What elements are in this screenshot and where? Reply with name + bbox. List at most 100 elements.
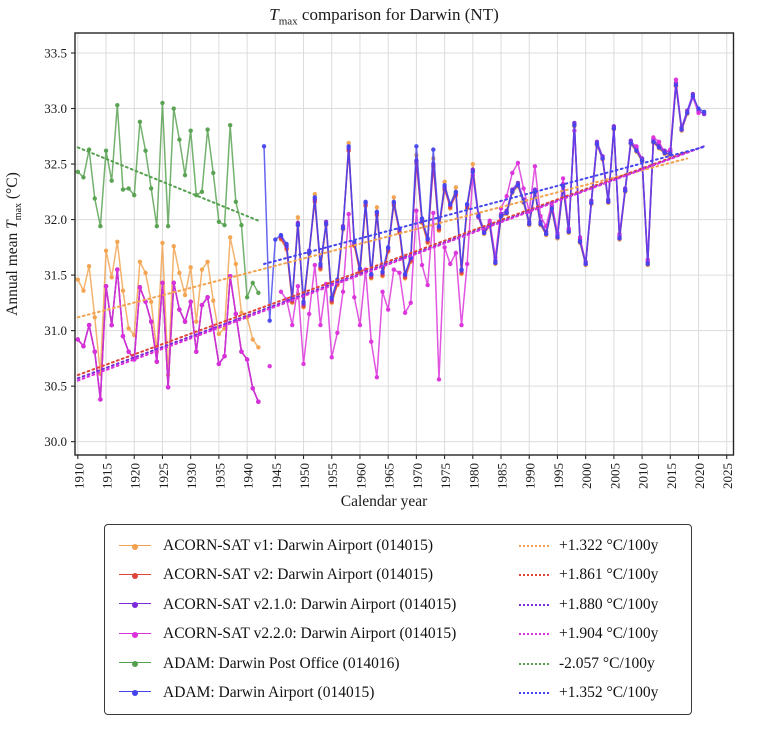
series-acorn-v1: [75, 84, 690, 378]
series-line-sample-icon: [119, 631, 151, 638]
series-marker-icon: [132, 602, 138, 609]
y-tick-label: 31.5: [44, 268, 67, 283]
data-point-acorn-v1: [81, 288, 86, 293]
data-point-acorn-v220: [109, 322, 114, 328]
series-marker-icon: [132, 661, 138, 668]
trend-line-acorn-v220: [76, 145, 706, 382]
data-point-adam-post-office: [171, 106, 176, 111]
data-point-adam-post-office: [211, 170, 216, 176]
data-point-acorn-v220: [154, 359, 160, 364]
title-math-var: T: [269, 5, 279, 24]
data-point-adam-post-office: [239, 222, 244, 228]
data-point-acorn-v1: [160, 240, 165, 246]
legend-series-label: ADAM: Darwin Airport (014015): [163, 683, 375, 701]
data-point-adam-post-office: [103, 148, 109, 153]
x-tick-label: 2000: [579, 463, 594, 489]
x-tick-label: 1980: [466, 463, 481, 489]
trend-line-sample-icon: [519, 633, 549, 636]
data-point-adam-airport: [594, 141, 600, 147]
data-point-acorn-v220: [290, 322, 295, 328]
data-point-adam-airport: [374, 209, 380, 214]
data-point-adam-airport: [600, 156, 605, 161]
data-point-acorn-v220: [239, 349, 244, 354]
y-tick-label: 33.5: [44, 45, 67, 60]
x-tick-label: 1935: [212, 463, 227, 489]
x-tick-label: 1950: [297, 463, 312, 489]
data-point-acorn-v1: [256, 345, 261, 350]
legend-item-acorn-v1: ACORN-SAT v1: Darwin Airport (014015) +1.…: [119, 532, 691, 560]
data-point-acorn-v1: [211, 298, 216, 303]
data-point-adam-airport: [448, 201, 453, 207]
x-tick-label: 1910: [71, 463, 86, 489]
data-point-acorn-v220: [278, 289, 284, 294]
x-tick-label: 2015: [664, 463, 679, 489]
data-point-acorn-v1: [205, 259, 210, 264]
data-point-acorn-v220: [165, 385, 171, 390]
data-point-acorn-v1: [222, 326, 227, 331]
data-point-adam-post-office: [137, 119, 143, 125]
legend-series-label: ACORN-SAT v1: Darwin Airport (014015): [163, 537, 434, 554]
x-tick-label: 1985: [495, 463, 510, 489]
series-adam-post-office: [75, 100, 261, 300]
data-point-adam-airport: [261, 144, 267, 149]
data-point-adam-airport: [679, 127, 684, 132]
data-point-acorn-v220: [256, 399, 261, 404]
data-point-adam-airport: [431, 147, 436, 152]
data-point-adam-airport: [510, 189, 515, 195]
data-point-acorn-v220: [419, 262, 425, 268]
data-point-acorn-v220: [340, 289, 346, 294]
data-point-adam-airport: [583, 261, 588, 267]
x-tick-label: 2020: [692, 463, 707, 489]
title-text: comparison for Darwin (NT): [297, 5, 499, 24]
data-point-acorn-v220: [380, 289, 385, 294]
data-point-adam-airport: [549, 206, 555, 211]
data-point-adam-post-office: [126, 186, 131, 191]
data-point-acorn-v220: [301, 361, 306, 367]
data-point-adam-airport: [380, 269, 385, 274]
data-point-adam-post-office: [143, 148, 148, 153]
data-point-acorn-v220: [75, 337, 81, 342]
data-point-acorn-v220: [148, 319, 154, 324]
data-point-acorn-v220: [199, 302, 205, 308]
legend-trend-label: +1.904 °C/100y: [559, 625, 659, 643]
data-point-acorn-v220: [233, 311, 239, 317]
data-point-acorn-v1: [442, 179, 447, 185]
data-point-acorn-v1: [391, 195, 397, 200]
data-point-adam-airport: [685, 110, 690, 116]
data-point-acorn-v220: [216, 361, 222, 367]
data-point-acorn-v1: [312, 191, 318, 197]
data-point-adam-post-office: [81, 175, 86, 180]
data-point-adam-post-office: [188, 128, 193, 133]
data-point-acorn-v220: [318, 322, 323, 328]
data-point-adam-post-office: [165, 224, 171, 229]
legend-series-label: ACORN-SAT v2.2.0: Darwin Airport (014015…: [163, 625, 457, 643]
data-point-acorn-v220: [374, 375, 380, 380]
data-point-adam-airport: [301, 299, 306, 304]
data-point-acorn-v220: [312, 262, 318, 268]
data-point-adam-post-office: [75, 169, 81, 175]
legend-item-acorn-v2: ACORN-SAT v2: Darwin Airport (014015) +1.…: [119, 561, 691, 589]
series-line-sample-icon: [119, 690, 151, 697]
y-tick-label: 33.0: [44, 101, 67, 116]
data-point-adam-airport: [645, 261, 650, 267]
data-point-acorn-v220: [448, 261, 453, 267]
x-tick-label: 1990: [523, 463, 538, 489]
data-point-acorn-v220: [137, 285, 143, 290]
data-point-adam-airport: [696, 106, 701, 111]
data-point-adam-airport: [453, 189, 459, 195]
data-point-acorn-v220: [656, 139, 662, 145]
data-point-adam-airport: [504, 210, 509, 216]
data-point-acorn-v1: [374, 205, 380, 210]
x-tick-label: 1930: [184, 463, 199, 489]
data-point-acorn-v1: [233, 261, 239, 267]
data-point-adam-airport: [515, 182, 521, 188]
data-point-adam-airport: [628, 140, 634, 146]
data-point-acorn-v1: [86, 264, 92, 269]
data-point-acorn-v1: [227, 235, 233, 240]
x-tick-label: 1970: [410, 463, 425, 489]
data-point-adam-post-office: [148, 186, 154, 191]
data-point-adam-airport: [312, 195, 318, 200]
data-point-acorn-v220: [329, 355, 334, 360]
y-axis-label-text: Annual mean: [4, 228, 21, 316]
data-point-acorn-v1: [188, 265, 193, 270]
